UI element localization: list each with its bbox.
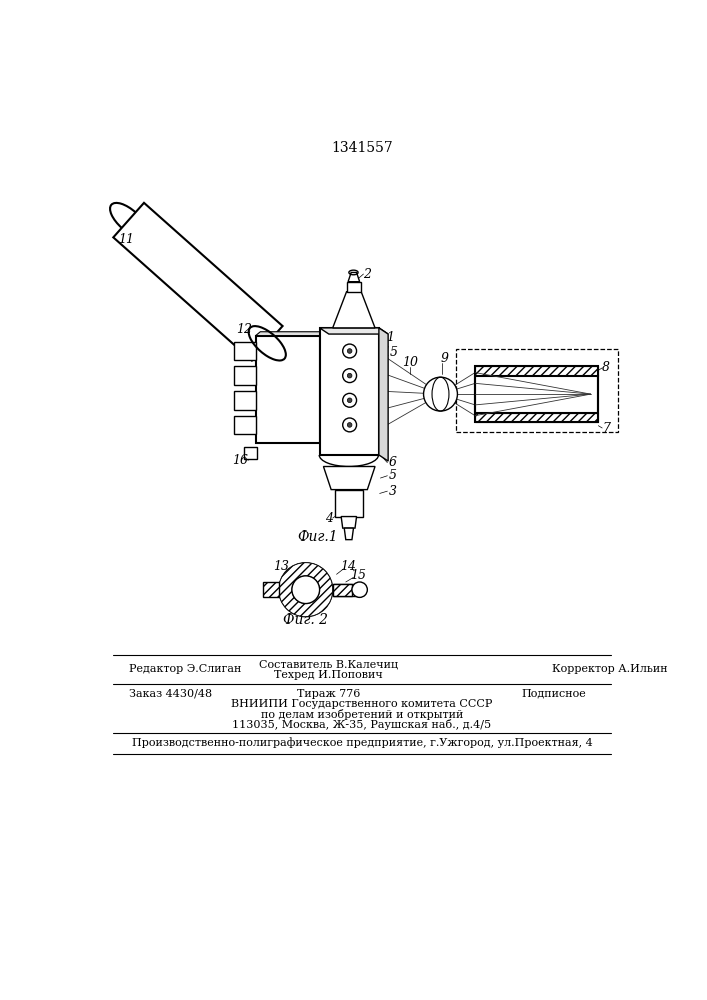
Text: по делам изобретений и открытий: по делам изобретений и открытий xyxy=(261,709,463,720)
Polygon shape xyxy=(264,582,279,597)
Circle shape xyxy=(292,576,320,604)
Text: 8: 8 xyxy=(602,361,610,374)
Circle shape xyxy=(343,393,356,407)
Text: 1: 1 xyxy=(387,331,395,344)
Text: Подписное: Подписное xyxy=(521,689,586,699)
Text: Производственно-полиграфическое предприятие, г.Ужгород, ул.Проектная, 4: Производственно-полиграфическое предприя… xyxy=(132,738,592,748)
Text: Фиг.1: Фиг.1 xyxy=(297,530,338,544)
Polygon shape xyxy=(244,447,257,459)
Text: 5: 5 xyxy=(389,469,397,482)
Text: 12: 12 xyxy=(236,323,252,336)
Text: 16: 16 xyxy=(233,454,248,467)
Text: 2: 2 xyxy=(363,267,371,280)
Polygon shape xyxy=(333,292,375,328)
Text: 13: 13 xyxy=(273,560,289,573)
Text: Заказ 4430/48: Заказ 4430/48 xyxy=(129,689,212,699)
Polygon shape xyxy=(475,366,598,376)
Polygon shape xyxy=(475,413,598,422)
Text: 15: 15 xyxy=(382,346,399,359)
Circle shape xyxy=(347,349,352,353)
Text: 14: 14 xyxy=(340,560,356,573)
Text: ВНИИПИ Государственного комитета СССР: ВНИИПИ Государственного комитета СССР xyxy=(231,699,493,709)
Text: Техред И.Попович: Техред И.Попович xyxy=(274,670,383,680)
Circle shape xyxy=(279,563,333,617)
Polygon shape xyxy=(320,328,379,455)
Circle shape xyxy=(423,377,457,411)
Circle shape xyxy=(347,373,352,378)
Circle shape xyxy=(352,582,368,597)
Polygon shape xyxy=(344,528,354,540)
Polygon shape xyxy=(234,366,256,385)
Text: Корректор А.Ильин: Корректор А.Ильин xyxy=(552,664,668,674)
Polygon shape xyxy=(234,391,256,410)
Bar xyxy=(456,349,618,432)
Text: 6: 6 xyxy=(389,456,397,469)
Circle shape xyxy=(343,344,356,358)
Bar xyxy=(475,376,598,413)
Text: Составитель В.Калечиц: Составитель В.Калечиц xyxy=(259,659,399,669)
Polygon shape xyxy=(320,328,388,334)
Bar xyxy=(475,366,598,422)
Text: 3: 3 xyxy=(389,485,397,498)
Polygon shape xyxy=(234,342,256,360)
Polygon shape xyxy=(333,584,360,596)
Polygon shape xyxy=(379,328,388,461)
Polygon shape xyxy=(234,416,256,434)
Circle shape xyxy=(343,369,356,383)
Text: 7: 7 xyxy=(602,422,610,434)
Circle shape xyxy=(347,423,352,427)
Text: 10: 10 xyxy=(402,356,418,369)
Text: Редактор Э.Слиган: Редактор Э.Слиган xyxy=(129,664,241,674)
Polygon shape xyxy=(348,272,360,282)
Text: 1341557: 1341557 xyxy=(331,141,393,155)
Text: 9: 9 xyxy=(440,352,448,365)
Polygon shape xyxy=(324,466,375,490)
Circle shape xyxy=(347,398,352,403)
Text: Тираж 776: Тираж 776 xyxy=(297,689,361,699)
Wedge shape xyxy=(279,563,333,617)
Polygon shape xyxy=(341,517,356,528)
Text: Фиг. 2: Фиг. 2 xyxy=(284,613,328,628)
Text: 15: 15 xyxy=(350,569,366,582)
Polygon shape xyxy=(333,584,352,596)
Text: 11: 11 xyxy=(118,233,134,246)
Polygon shape xyxy=(256,336,320,443)
Circle shape xyxy=(343,418,356,432)
Polygon shape xyxy=(335,490,363,517)
Polygon shape xyxy=(346,282,361,292)
Text: 4: 4 xyxy=(325,512,333,525)
Polygon shape xyxy=(113,203,283,361)
Polygon shape xyxy=(256,332,325,336)
Text: 113035, Москва, Ж-35, Раушская наб., д.4/5: 113035, Москва, Ж-35, Раушская наб., д.4… xyxy=(233,719,491,730)
